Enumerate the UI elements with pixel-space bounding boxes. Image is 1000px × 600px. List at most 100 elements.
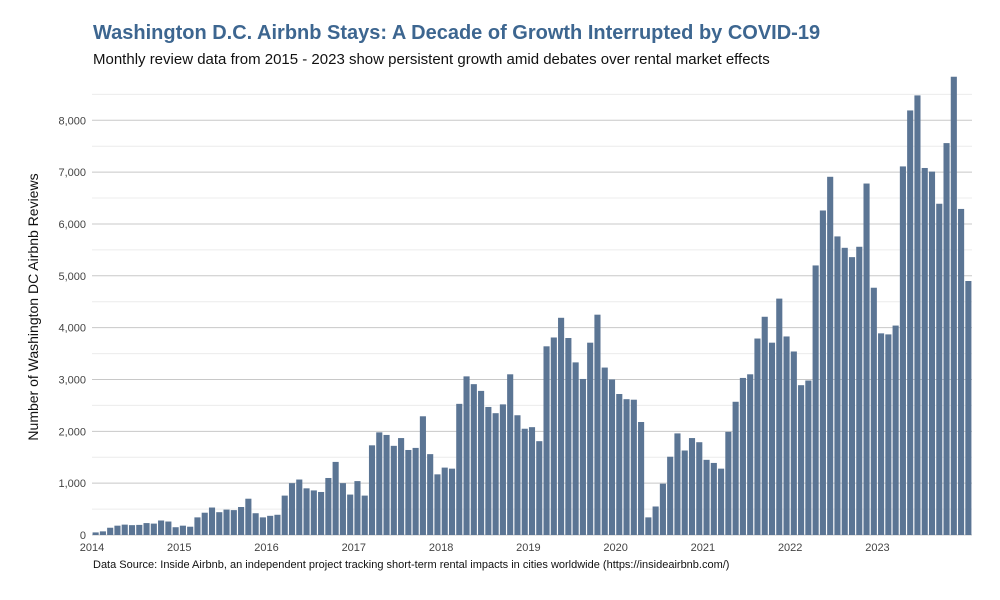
bar (296, 479, 303, 535)
bar (761, 316, 768, 535)
bar (478, 390, 485, 535)
bar (725, 431, 732, 535)
bar (492, 413, 499, 535)
bar (434, 474, 441, 535)
bar (267, 515, 274, 535)
bar (310, 490, 317, 535)
bar (303, 488, 310, 535)
bar (223, 509, 230, 535)
bar (863, 183, 870, 535)
bar (536, 441, 543, 535)
bar (514, 415, 521, 535)
bar (92, 532, 99, 535)
bar (768, 342, 776, 535)
bar (638, 421, 645, 535)
bar (470, 384, 477, 535)
bar (398, 438, 405, 535)
bar (885, 334, 892, 535)
bar (128, 525, 136, 535)
x-tick-label: 2023 (865, 542, 889, 554)
bar (943, 143, 950, 535)
bar (739, 377, 746, 535)
bar (412, 447, 419, 535)
bar (718, 468, 725, 535)
bar (899, 166, 906, 536)
bar (696, 442, 703, 535)
bar (834, 236, 841, 535)
bar (812, 265, 819, 535)
bar (507, 374, 514, 535)
bar (819, 210, 826, 536)
x-tick-label: 2014 (80, 542, 104, 554)
bar (368, 445, 376, 535)
x-tick-label: 2018 (429, 542, 453, 554)
bar (892, 325, 899, 535)
x-tick-label: 2016 (254, 542, 278, 554)
bar (107, 527, 114, 535)
bar (587, 342, 594, 535)
bar (928, 171, 936, 536)
y-tick-label: 4,000 (58, 323, 86, 335)
bar (274, 514, 281, 535)
bar (456, 403, 463, 535)
bar (383, 434, 390, 535)
bar (652, 506, 659, 535)
bar (870, 287, 877, 535)
y-axis-title: Number of Washington DC Airbnb Reviews (25, 173, 41, 440)
bar (150, 523, 157, 535)
bar (907, 110, 914, 535)
y-tick-labels: 0 1,000 2,000 3,000 4,000 5,000 6,000 7,000 8,00… (58, 115, 86, 542)
bar (143, 523, 150, 535)
y-tick-label: 7,000 (58, 167, 86, 179)
bar (318, 491, 325, 535)
bar (565, 338, 572, 535)
bar (347, 494, 354, 535)
bar (856, 246, 863, 535)
bars (92, 76, 972, 536)
bar (710, 462, 717, 535)
bar (958, 208, 965, 535)
bar (179, 525, 186, 535)
bar (194, 517, 201, 535)
x-tick-label: 2017 (342, 542, 366, 554)
bar (878, 333, 885, 535)
y-tick-label: 6,000 (58, 219, 86, 231)
y-tick-label: 3,000 (58, 374, 86, 386)
bar (783, 336, 790, 535)
bar (921, 167, 928, 536)
bar (332, 461, 339, 535)
bar (528, 427, 536, 535)
bar (950, 76, 957, 536)
bar (681, 450, 688, 535)
bar (252, 513, 259, 535)
y-tick-label: 1,000 (58, 478, 86, 490)
bar (325, 477, 332, 535)
bar (572, 362, 579, 535)
x-tick-label: 2022 (778, 542, 802, 554)
y-tick-label: 8,000 (58, 115, 86, 127)
bar (201, 512, 208, 535)
bar (208, 507, 216, 535)
bar (427, 454, 434, 535)
bar (841, 247, 848, 535)
bar (965, 280, 972, 535)
bar (419, 416, 426, 535)
bar (543, 346, 550, 535)
bar (805, 380, 812, 535)
bar (463, 376, 470, 535)
bar (114, 525, 121, 535)
bar (216, 512, 223, 535)
bar (499, 404, 506, 535)
bar (158, 520, 165, 535)
bar (187, 526, 194, 535)
bar (259, 517, 266, 535)
bar (703, 459, 710, 535)
bar (245, 498, 252, 535)
bar (790, 351, 797, 535)
bar (165, 521, 172, 535)
y-tick-label: 5,000 (58, 271, 86, 283)
y-tick-label: 2,000 (58, 426, 86, 438)
bar (448, 468, 456, 535)
bar (667, 456, 674, 535)
